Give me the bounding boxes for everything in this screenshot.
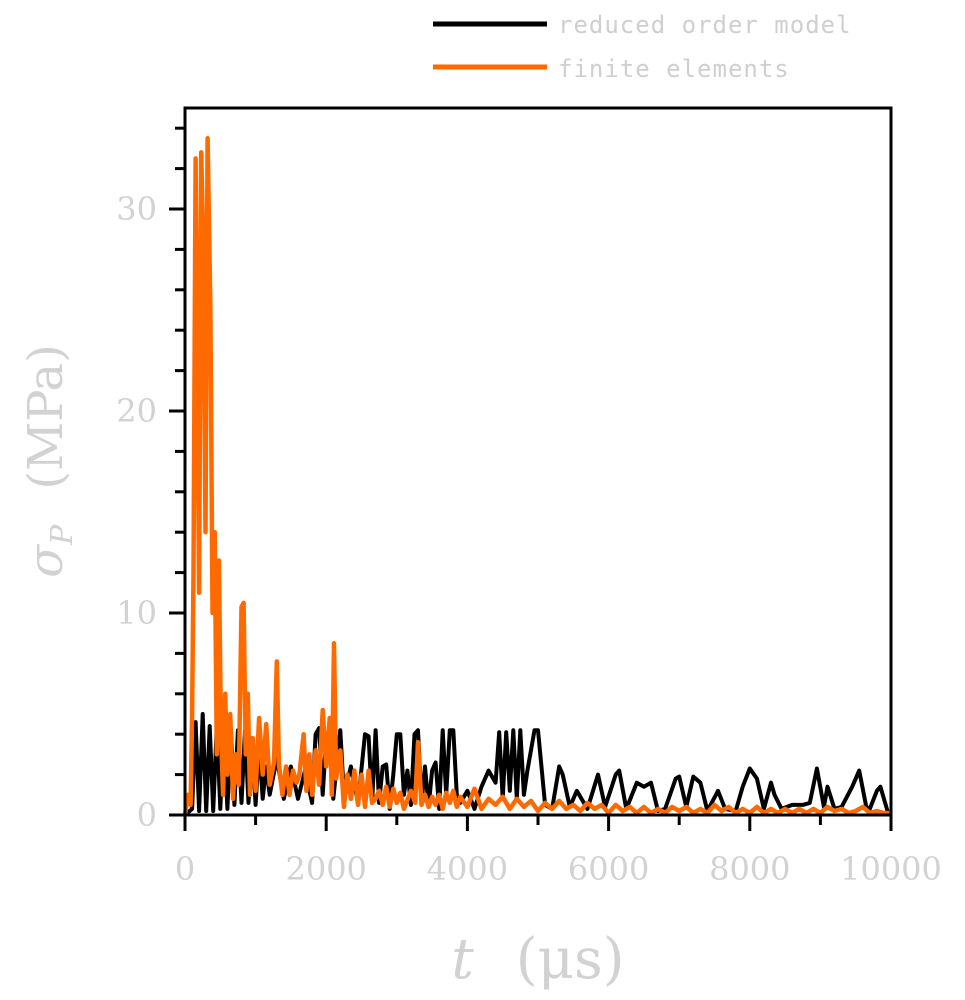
x-axis-symbol: t — [451, 927, 474, 992]
series-line-finite-elements — [182, 136, 891, 816]
y-axis-subscript: P — [45, 524, 80, 546]
legend-label-reduced-order-model: reduced order model — [558, 11, 852, 39]
x-axis-unit: (μs) — [516, 927, 625, 992]
x-axis-title: t (μs) — [451, 927, 624, 992]
legend-label-finite-elements: finite elements — [558, 55, 790, 83]
x-tick-labels: 0 2000 4000 6000 8000 10000 — [175, 850, 942, 888]
y-tick-label: 30 — [116, 190, 157, 228]
plot-area — [182, 136, 893, 817]
y-tick-label: 10 — [116, 594, 157, 632]
x-tick-label: 6000 — [568, 850, 649, 888]
x-tick-label: 10000 — [840, 850, 942, 888]
x-tick-label: 8000 — [709, 850, 790, 888]
y-axis-title: σP (MPa) — [18, 344, 84, 578]
x-tick-label: 0 — [175, 850, 195, 888]
plot-frame — [183, 106, 893, 817]
y-tick-label: 0 — [137, 796, 157, 834]
y-tick-label: 20 — [116, 392, 157, 430]
series-line-reduced-order-model — [183, 712, 893, 817]
y-tick-labels: 0 10 20 30 — [116, 190, 157, 834]
x-tick-label: 2000 — [285, 850, 366, 888]
legend: reduced order model finite elements — [433, 11, 852, 83]
axis-ticks — [169, 126, 893, 831]
y-axis-unit: (MPa) — [18, 344, 74, 489]
y-axis-symbol: σ — [18, 544, 74, 578]
x-tick-label: 4000 — [427, 850, 508, 888]
